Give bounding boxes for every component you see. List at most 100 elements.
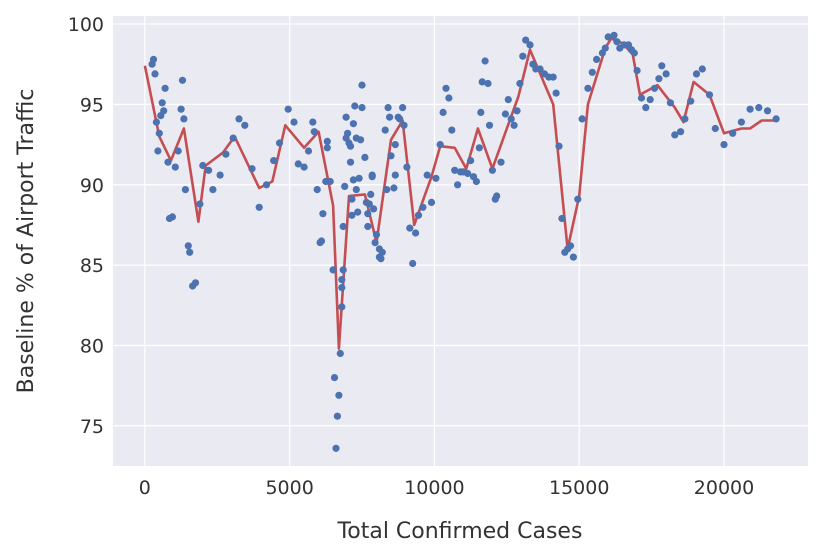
scatter-point [677, 128, 685, 136]
x-tick-labels: 0 5000 10000 15000 20000 [139, 477, 754, 499]
scatter-point [333, 412, 341, 420]
scatter-point [711, 124, 719, 133]
scatter-point [399, 104, 407, 112]
y-axis-label: Baseline % of Airport Traffic [14, 89, 39, 394]
scatter-point [348, 211, 356, 219]
scatter-point [351, 102, 359, 110]
scatter-point [368, 173, 376, 181]
scatter-point [352, 186, 360, 194]
scatter-point [338, 284, 346, 292]
scatter-point [348, 195, 356, 203]
scatter-point [720, 141, 728, 149]
scatter-point [329, 266, 337, 274]
scatter-point [409, 259, 417, 268]
scatter-point [304, 147, 313, 155]
y-tick-label: 75 [80, 416, 104, 438]
x-tick-label: 20000 [694, 477, 754, 499]
scatter-point [729, 129, 737, 137]
scatter-point [335, 391, 343, 399]
scatter-point [196, 200, 204, 208]
scatter-point [666, 99, 675, 107]
scatter-point [323, 137, 331, 145]
scatter-point [186, 248, 194, 256]
scatter-point [161, 84, 169, 92]
scatter-point [584, 84, 592, 92]
scatter-point [378, 248, 386, 256]
scatter-point [613, 38, 621, 46]
scatter-point [485, 121, 494, 129]
y-tick-label: 85 [80, 255, 104, 277]
scatter-point [604, 33, 612, 41]
scatter-point [387, 152, 395, 160]
scatter-point [650, 84, 659, 92]
scatter-point [381, 126, 389, 134]
scatter-point [344, 129, 352, 137]
scatter-point [222, 150, 230, 158]
scatter-point [255, 203, 263, 211]
scatter-point [419, 203, 427, 211]
scatter-point [164, 158, 172, 166]
scatter-point [346, 142, 355, 150]
scatter-point [519, 52, 527, 60]
scatter-point [205, 166, 213, 174]
scatter-point [578, 115, 586, 123]
scatter-point [364, 222, 372, 231]
scatter-point [336, 349, 344, 358]
scatter-point [319, 210, 327, 218]
plot-area [113, 16, 808, 466]
scatter-point [451, 166, 459, 174]
x-tick-label: 15000 [549, 477, 609, 499]
x-tick-label: 0 [139, 477, 151, 499]
scatter-point [763, 107, 772, 115]
scatter-point [370, 205, 378, 213]
scatter-point [412, 229, 420, 237]
y-tick-label: 100 [68, 14, 104, 36]
scatter-point [467, 157, 475, 165]
scatter-point [475, 144, 483, 152]
scatter-point [396, 115, 404, 123]
scatter-point [300, 163, 308, 171]
scatter-point [552, 89, 560, 97]
scatter-point [229, 134, 237, 142]
scatter-point [313, 186, 321, 194]
scatter-point [262, 181, 271, 189]
scatter-point [310, 128, 318, 136]
scatter-point [484, 79, 492, 88]
scatter-point [481, 57, 489, 65]
scatter-point [687, 97, 695, 105]
scatter-point [330, 374, 339, 382]
scatter-point [371, 239, 379, 247]
scatter-point [526, 41, 534, 49]
scatter-point [191, 279, 200, 287]
scatter-point [216, 171, 224, 179]
scatter-point [522, 36, 530, 44]
scatter-point [516, 79, 524, 88]
scatter-point [642, 104, 650, 112]
scatter-point [633, 67, 641, 75]
scatter-point [152, 118, 160, 126]
scatter-point [355, 174, 363, 182]
scatter-point [184, 242, 192, 250]
scatter-point [354, 208, 362, 216]
scatter-point [323, 144, 331, 152]
scatter-point [358, 81, 366, 89]
scatter-points [148, 31, 780, 452]
scatter-point [432, 174, 440, 182]
scatter-point [151, 70, 159, 78]
scatter-point [358, 104, 366, 112]
scatter-point [504, 96, 512, 104]
scatter-point [698, 65, 706, 73]
scatter-point [284, 105, 292, 113]
scatter-point [390, 184, 398, 192]
scatter-point [423, 171, 431, 179]
x-tick-label: 10000 [404, 477, 464, 499]
y-tick-labels: 75 80 85 90 95 100 [68, 14, 104, 438]
scatter-point [549, 73, 557, 81]
scatter-point [601, 44, 609, 52]
scatter-point [168, 213, 176, 221]
trend-line-path [143, 37, 777, 350]
scatter-point [448, 126, 456, 134]
scatter-point [338, 276, 346, 284]
scatter-point [671, 131, 679, 139]
scatter-point [372, 231, 381, 239]
